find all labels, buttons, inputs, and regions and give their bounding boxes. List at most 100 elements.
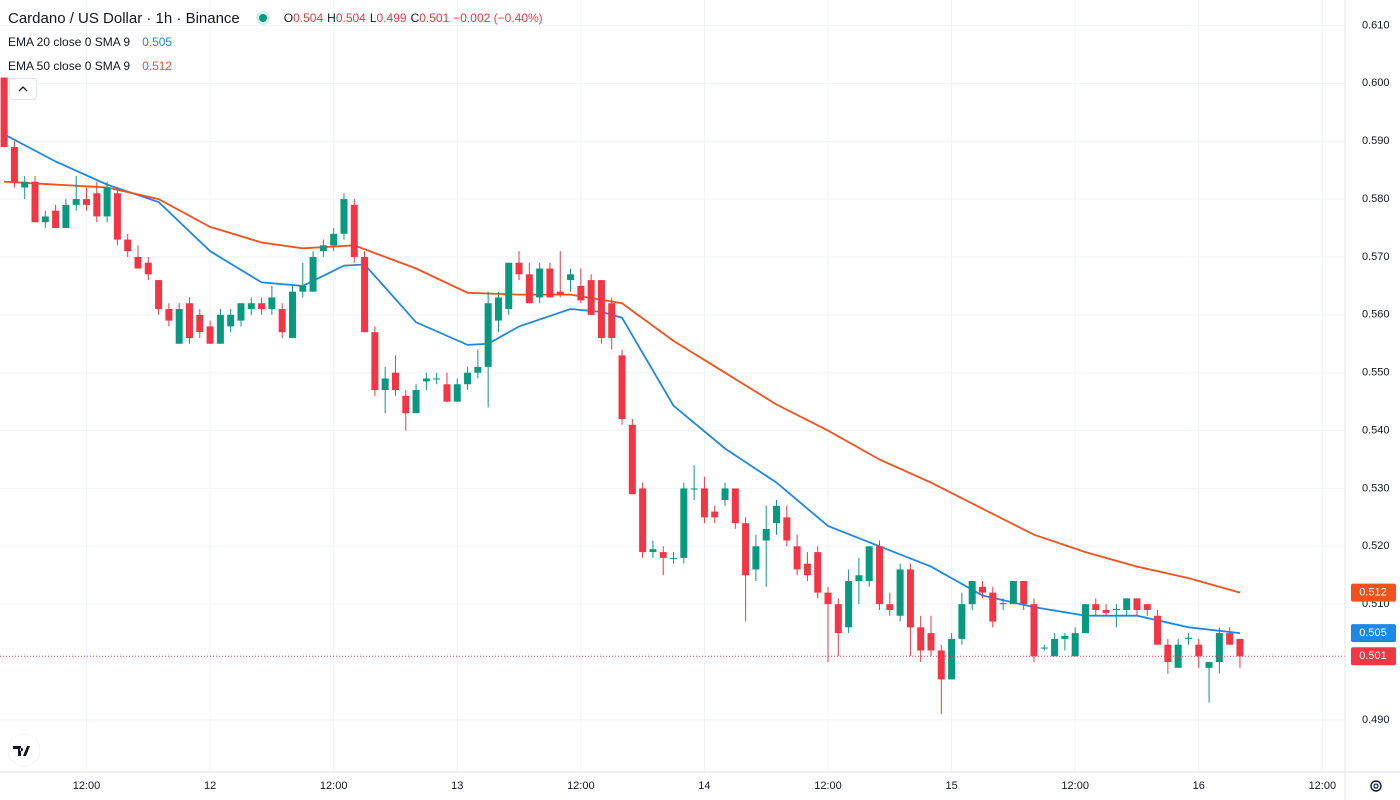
candle-body — [247, 303, 255, 310]
x-tick-label: 12:00 — [567, 780, 595, 792]
candle-body — [917, 627, 925, 651]
candle-body — [999, 603, 1007, 605]
indicator-name: EMA 50 close 0 SMA 9 — [8, 59, 131, 73]
candle-body — [227, 314, 235, 327]
candle-body — [876, 546, 884, 605]
candle-body — [443, 384, 451, 402]
candle-body — [927, 633, 935, 651]
candle-body — [237, 303, 245, 321]
candle-body — [103, 187, 111, 217]
candle-body — [515, 262, 523, 275]
candle-body — [62, 204, 70, 229]
candle-body — [1205, 662, 1213, 668]
candle-body — [83, 199, 91, 205]
candle-body — [1154, 615, 1162, 645]
change: −0.002 (−0.40%) — [453, 11, 543, 25]
price-tag — [1351, 624, 1396, 643]
candle-body — [165, 309, 173, 321]
candle-body — [700, 488, 708, 518]
candle-body — [185, 303, 193, 338]
candle-body — [670, 557, 678, 559]
candle-body — [1164, 644, 1172, 663]
y-tick-label: 0.540 — [1362, 424, 1390, 436]
candle-body — [752, 546, 760, 570]
indicator-value: 0.512 — [142, 59, 173, 73]
candle-body — [72, 199, 80, 205]
y-tick-label: 0.530 — [1362, 482, 1390, 494]
x-tick-label: 12:00 — [73, 780, 101, 792]
y-tick-label: 0.550 — [1362, 367, 1390, 379]
collapse-legend-button[interactable] — [9, 78, 37, 100]
candle-body — [10, 146, 18, 182]
candle-body — [52, 210, 60, 229]
candle-body — [762, 528, 770, 541]
symbol-row: Cardano / US Dollar · 1h · Binance O 0.5… — [8, 6, 547, 30]
candle-body — [1143, 604, 1151, 610]
candle-body — [803, 563, 811, 576]
tradingview-logo[interactable] — [7, 733, 41, 767]
candle-body — [968, 581, 976, 605]
candle-body — [896, 569, 904, 616]
indicator-name: EMA 20 close 0 SMA 9 — [8, 35, 131, 49]
candle-body — [855, 575, 863, 582]
candle-body — [330, 233, 338, 246]
candle-body — [1215, 633, 1223, 663]
candle-body — [1061, 636, 1069, 639]
candle-body — [1133, 598, 1141, 610]
x-tick-label: 16 — [1193, 780, 1205, 792]
candle-body — [1112, 608, 1120, 610]
x-tick-label: 14 — [698, 780, 710, 792]
candle-body — [546, 268, 554, 298]
x-tick-label: 13 — [451, 780, 463, 792]
price-tag-label: 0.501 — [1359, 650, 1387, 662]
candle-body — [649, 549, 657, 553]
settings-icon[interactable] — [1370, 780, 1382, 792]
y-tick-label: 0.490 — [1362, 714, 1390, 726]
y-tick-label: 0.520 — [1362, 540, 1390, 552]
indicator-row[interactable]: EMA 50 close 0 SMA 9 0.512 — [8, 54, 547, 78]
chevron-icon — [18, 86, 28, 92]
candle-body — [412, 390, 420, 414]
candle-body — [937, 650, 945, 680]
candle-body — [783, 517, 791, 541]
candle-body — [1092, 604, 1100, 610]
y-tick-label: 0.600 — [1362, 77, 1390, 89]
candle-body — [1040, 647, 1048, 649]
indicator-row[interactable]: EMA 20 close 0 SMA 9 0.505 — [8, 30, 547, 54]
candle-body — [958, 604, 966, 639]
ohlc-value: 0.501 — [419, 11, 450, 25]
candle-body — [433, 378, 441, 380]
price-tag-label: 0.505 — [1359, 627, 1387, 639]
candle-body — [175, 309, 183, 344]
legend: Cardano / US Dollar · 1h · Binance O 0.5… — [8, 6, 547, 78]
candle-body — [391, 372, 399, 391]
y-tick-label: 0.560 — [1362, 309, 1390, 321]
candle-body — [690, 488, 698, 490]
market-status[interactable] — [255, 11, 270, 25]
candle-body — [1184, 637, 1192, 639]
candle-body — [41, 216, 49, 223]
candle-body — [525, 274, 533, 304]
candle-body — [793, 546, 801, 570]
candle-body — [494, 297, 502, 321]
candle-body — [268, 297, 276, 310]
candle-body — [1123, 598, 1131, 610]
price-tag — [1351, 583, 1396, 602]
price-tag-label: 0.512 — [1359, 587, 1387, 599]
candle-body — [93, 193, 101, 217]
candle-body — [196, 314, 204, 333]
candle-body — [381, 378, 389, 391]
ohlc-value: 0.504 — [335, 11, 366, 25]
candle-body — [155, 280, 163, 310]
candle-body — [1009, 581, 1017, 605]
candle-body — [1226, 633, 1234, 645]
symbol-title: Cardano / US Dollar · 1h · Binance — [8, 9, 240, 27]
candle-body — [1020, 581, 1028, 605]
ohlc-label: O — [283, 11, 294, 25]
candle-body — [721, 488, 729, 501]
candle-body — [258, 303, 266, 310]
candle-body — [319, 245, 327, 252]
ohlc-label: H — [327, 11, 336, 25]
candle-body — [1174, 644, 1182, 668]
